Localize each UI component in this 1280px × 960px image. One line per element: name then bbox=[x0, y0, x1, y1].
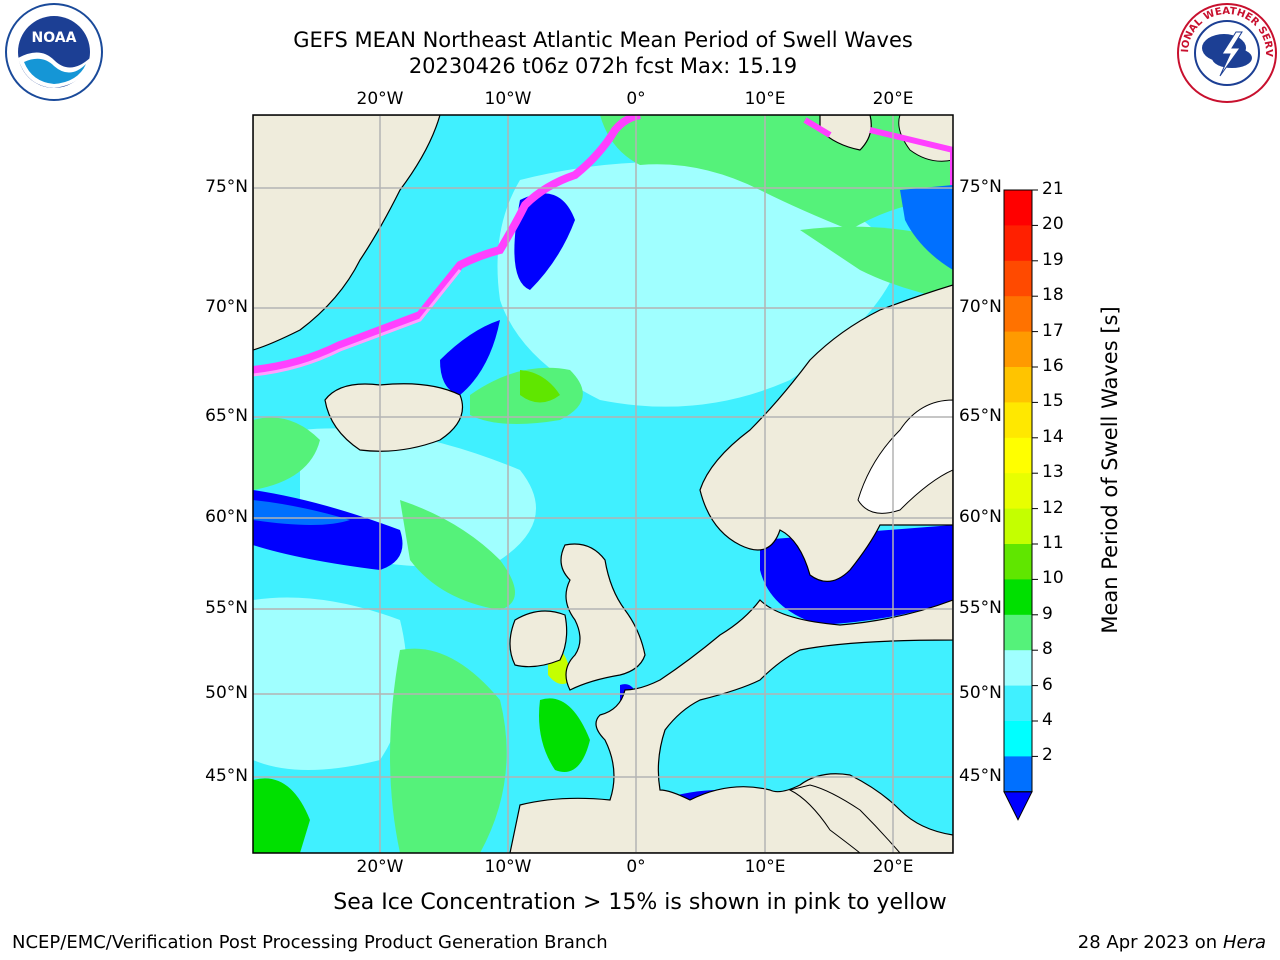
lon-label-top: 20°E bbox=[872, 89, 914, 109]
run-date: 28 Apr 2023 on Hera bbox=[1078, 932, 1266, 953]
lon-label-bottom: 10°W bbox=[484, 857, 532, 877]
colorbar-segment bbox=[1004, 685, 1032, 722]
noaa-logo-text: NOAA bbox=[32, 30, 77, 46]
colorbar-tick-label: 12 bbox=[1042, 497, 1064, 518]
colorbar-segment bbox=[1004, 225, 1032, 262]
map-title: GEFS MEAN Northeast Atlantic Mean Period… bbox=[293, 28, 913, 52]
lat-label-right: 65°N bbox=[959, 406, 1002, 426]
lat-label-left: 55°N bbox=[205, 598, 248, 618]
colorbar-segment bbox=[1004, 579, 1032, 616]
colorbar-segment bbox=[1004, 544, 1032, 580]
map-field bbox=[253, 115, 953, 853]
lat-label-left: 65°N bbox=[205, 406, 248, 426]
colorbar-tick-label: 15 bbox=[1042, 391, 1064, 412]
colorbar-segment bbox=[1004, 190, 1032, 226]
lon-label-top: 20°W bbox=[356, 89, 404, 109]
colorbar-tick-label: 14 bbox=[1042, 426, 1064, 447]
lon-label-bottom: 10°E bbox=[744, 857, 786, 877]
colorbar-tick-label: 8 bbox=[1042, 639, 1053, 660]
lon-label-top: 10°E bbox=[744, 89, 786, 109]
colorbar-tick-label: 16 bbox=[1042, 356, 1064, 376]
nws-logo: NATIONAL WEATHER SERVICE bbox=[1176, 2, 1277, 103]
lat-label-left: 70°N bbox=[205, 297, 248, 317]
colorbar-segment bbox=[1004, 721, 1032, 757]
colorbar-tick-label: 13 bbox=[1042, 462, 1064, 483]
lat-label-right: 50°N bbox=[959, 683, 1002, 703]
colorbar-tick-label: 11 bbox=[1042, 533, 1064, 553]
colorbar-segment bbox=[1004, 331, 1032, 368]
colorbar-tick-label: 17 bbox=[1042, 320, 1064, 341]
lat-label-right: 60°N bbox=[959, 507, 1002, 527]
lon-label-bottom: 20°W bbox=[356, 857, 404, 877]
map-frame bbox=[252, 114, 954, 854]
lat-label-right: 45°N bbox=[959, 766, 1002, 786]
colorbar-segment bbox=[1004, 508, 1032, 545]
graticule bbox=[253, 115, 953, 853]
colorbar-segment bbox=[1004, 614, 1032, 651]
colorbar-tick-label: 18 bbox=[1042, 285, 1064, 306]
run-date-text: 28 Apr 2023 on bbox=[1077, 932, 1218, 953]
credit-line: NCEP/EMC/Verification Post Processing Pr… bbox=[12, 932, 608, 953]
colorbar-segment bbox=[1004, 473, 1032, 510]
colorbar-tick-label: 4 bbox=[1042, 710, 1053, 730]
colorbar-segment bbox=[1004, 296, 1032, 333]
colorbar-segment bbox=[1004, 260, 1032, 297]
lat-label-right: 55°N bbox=[959, 598, 1002, 618]
colorbar-segment bbox=[1004, 756, 1032, 793]
colorbar-tick-label: 6 bbox=[1042, 674, 1053, 695]
lat-label-left: 60°N bbox=[205, 507, 248, 527]
lon-label-top: 10°W bbox=[484, 89, 532, 109]
colorbar-segment bbox=[1004, 437, 1032, 474]
lat-label-left: 50°N bbox=[205, 683, 248, 703]
colorbar-extend bbox=[1003, 791, 1033, 821]
colorbar-tick-label: 9 bbox=[1042, 603, 1053, 624]
colorbar-segment bbox=[1004, 650, 1032, 687]
colorbar-tick-label: 19 bbox=[1042, 249, 1064, 270]
colorbar-frame bbox=[1003, 189, 1033, 793]
lon-label-bottom: 0° bbox=[626, 857, 646, 877]
lat-label-right: 75°N bbox=[959, 177, 1002, 197]
sea-ice-note: Sea Ice Concentration > 15% is shown in … bbox=[333, 890, 947, 915]
lat-label-left: 45°N bbox=[205, 766, 248, 786]
colorbar-title: Mean Period of Swell Waves [s] bbox=[1098, 306, 1122, 634]
lat-label-left: 75°N bbox=[205, 177, 248, 197]
colorbar-segment bbox=[1004, 367, 1032, 403]
noaa-logo: NOAA bbox=[5, 3, 103, 101]
lon-label-bottom: 20°E bbox=[872, 857, 914, 877]
colorbar-tick-label: 2 bbox=[1042, 745, 1053, 766]
lat-label-right: 70°N bbox=[959, 297, 1002, 317]
colorbar-tick-label: 20 bbox=[1042, 214, 1064, 235]
colorbar-tick-label: 10 bbox=[1042, 568, 1064, 589]
colorbar bbox=[1003, 189, 1038, 821]
colorbar-tick-label: 21 bbox=[1042, 179, 1064, 199]
map-subtitle: 20230426 t06z 072h fcst Max: 15.19 bbox=[408, 54, 798, 78]
lon-label-top: 0° bbox=[626, 89, 646, 109]
host-name: Hera bbox=[1222, 932, 1266, 953]
colorbar-segment bbox=[1004, 402, 1032, 439]
